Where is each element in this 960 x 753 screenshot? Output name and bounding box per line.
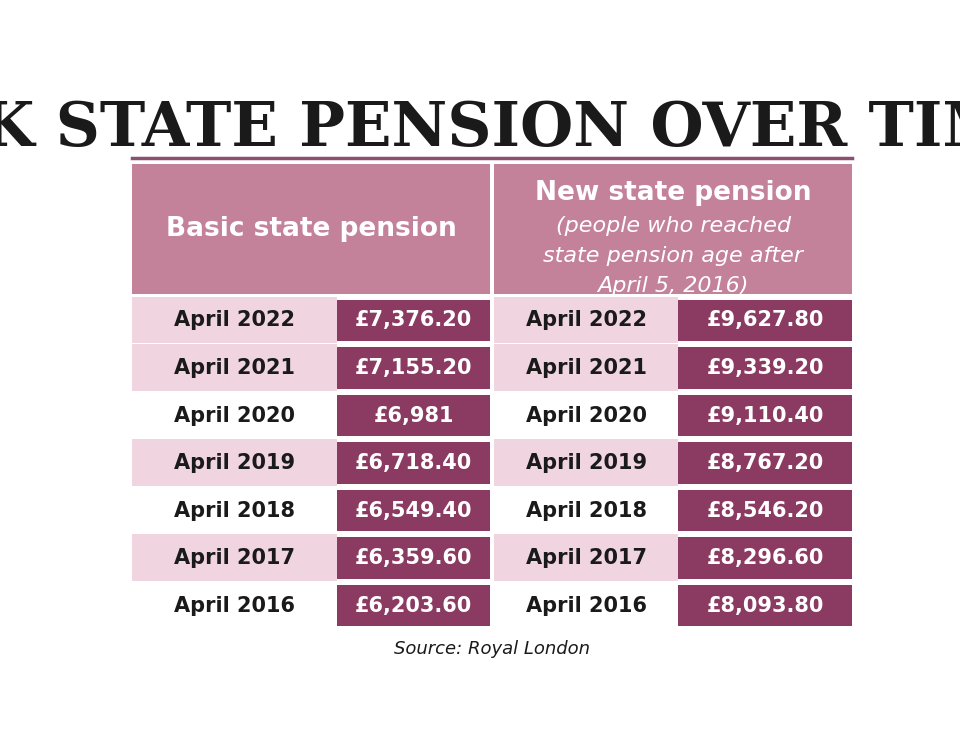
- FancyBboxPatch shape: [494, 582, 678, 629]
- Text: April 2020: April 2020: [526, 406, 647, 425]
- FancyBboxPatch shape: [494, 392, 678, 438]
- Text: £8,296.60: £8,296.60: [707, 548, 824, 568]
- FancyBboxPatch shape: [132, 582, 337, 629]
- Text: £6,981: £6,981: [373, 406, 454, 425]
- FancyBboxPatch shape: [494, 297, 678, 343]
- Text: £8,093.80: £8,093.80: [707, 596, 824, 616]
- FancyBboxPatch shape: [337, 395, 491, 436]
- FancyBboxPatch shape: [494, 439, 678, 486]
- Text: UK STATE PENSION OVER TIME: UK STATE PENSION OVER TIME: [0, 99, 960, 159]
- Text: £7,376.20: £7,376.20: [355, 310, 472, 331]
- Text: April 2022: April 2022: [526, 310, 647, 331]
- Text: April 2020: April 2020: [174, 406, 295, 425]
- FancyBboxPatch shape: [337, 490, 491, 531]
- Text: £6,359.60: £6,359.60: [355, 548, 472, 568]
- Text: £9,627.80: £9,627.80: [707, 310, 824, 331]
- FancyBboxPatch shape: [494, 344, 678, 391]
- FancyBboxPatch shape: [678, 300, 852, 341]
- FancyBboxPatch shape: [678, 585, 852, 626]
- Text: £9,110.40: £9,110.40: [707, 406, 824, 425]
- FancyBboxPatch shape: [132, 392, 337, 438]
- Text: April 2019: April 2019: [526, 453, 647, 473]
- Text: (people who reached
state pension age after
April 5, 2016): (people who reached state pension age af…: [543, 216, 804, 295]
- Text: April 2017: April 2017: [526, 548, 647, 568]
- Text: April 2017: April 2017: [174, 548, 295, 568]
- FancyBboxPatch shape: [494, 486, 678, 534]
- FancyBboxPatch shape: [337, 300, 491, 341]
- FancyBboxPatch shape: [494, 535, 678, 581]
- FancyBboxPatch shape: [678, 490, 852, 531]
- FancyBboxPatch shape: [337, 347, 491, 389]
- FancyBboxPatch shape: [678, 538, 852, 579]
- FancyBboxPatch shape: [132, 486, 337, 534]
- Text: £6,549.40: £6,549.40: [355, 501, 472, 520]
- Text: £8,767.20: £8,767.20: [707, 453, 824, 473]
- Text: April 2018: April 2018: [526, 501, 647, 520]
- Text: April 2021: April 2021: [526, 358, 647, 378]
- Text: April 2018: April 2018: [174, 501, 295, 520]
- Text: Source: Royal London: Source: Royal London: [394, 639, 590, 657]
- FancyBboxPatch shape: [337, 585, 491, 626]
- Text: £6,203.60: £6,203.60: [355, 596, 472, 616]
- Text: £6,718.40: £6,718.40: [355, 453, 472, 473]
- Text: April 2016: April 2016: [526, 596, 647, 616]
- FancyBboxPatch shape: [678, 442, 852, 483]
- FancyBboxPatch shape: [678, 347, 852, 389]
- FancyBboxPatch shape: [132, 535, 337, 581]
- FancyBboxPatch shape: [132, 297, 337, 343]
- Text: £9,339.20: £9,339.20: [707, 358, 824, 378]
- FancyBboxPatch shape: [494, 163, 852, 294]
- FancyBboxPatch shape: [678, 395, 852, 436]
- Text: £8,546.20: £8,546.20: [707, 501, 824, 520]
- FancyBboxPatch shape: [337, 538, 491, 579]
- Text: £7,155.20: £7,155.20: [355, 358, 472, 378]
- Text: April 2016: April 2016: [174, 596, 295, 616]
- FancyBboxPatch shape: [337, 442, 491, 483]
- FancyBboxPatch shape: [132, 439, 337, 486]
- Text: April 2022: April 2022: [174, 310, 295, 331]
- Text: Basic state pension: Basic state pension: [166, 216, 456, 242]
- Text: New state pension: New state pension: [535, 180, 811, 206]
- FancyBboxPatch shape: [132, 163, 491, 294]
- Text: April 2021: April 2021: [174, 358, 295, 378]
- Text: April 2019: April 2019: [174, 453, 295, 473]
- FancyBboxPatch shape: [132, 344, 337, 391]
